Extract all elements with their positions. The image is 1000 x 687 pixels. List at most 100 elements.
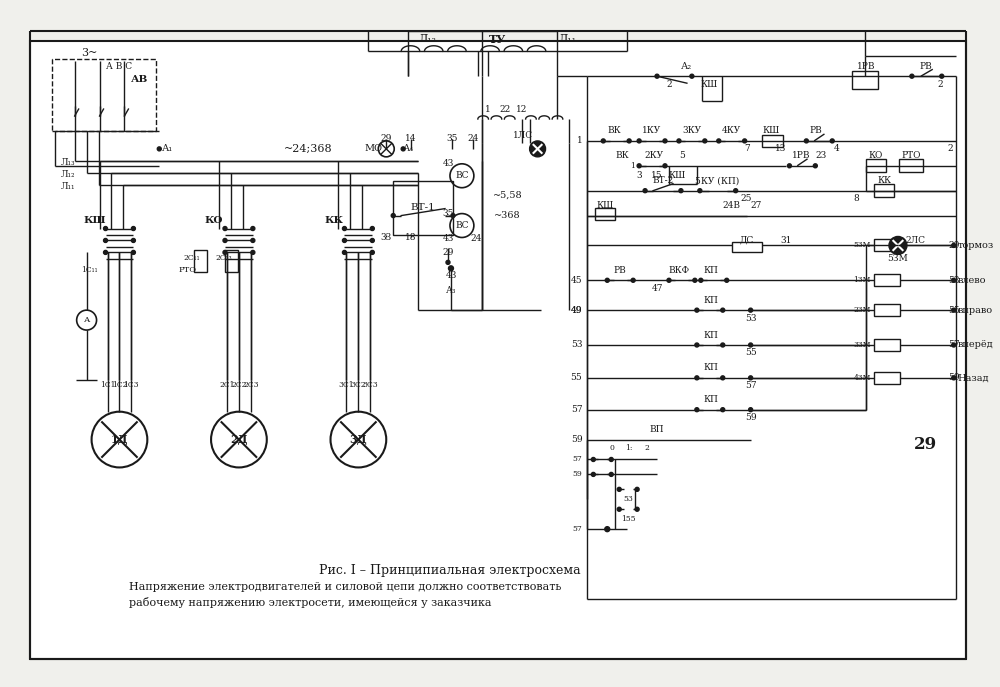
Text: А₄: А₄ [403, 144, 414, 153]
Text: Напряжение электродвигателей и силовой цепи должно соответствовать: Напряжение электродвигателей и силовой ц… [129, 582, 562, 592]
Text: тормоз: тормоз [958, 241, 994, 250]
Circle shape [889, 236, 907, 254]
Circle shape [695, 376, 699, 380]
Circle shape [703, 139, 707, 143]
Text: 2ЛС: 2ЛС [906, 236, 926, 245]
Text: 29: 29 [948, 241, 959, 250]
Text: 35: 35 [442, 209, 454, 218]
Circle shape [627, 139, 631, 143]
Text: КК: КК [324, 216, 343, 225]
Text: 3С1: 3С1 [339, 381, 354, 389]
Circle shape [679, 189, 683, 192]
Text: 13: 13 [775, 144, 786, 153]
Text: Л₁₁: Л₁₁ [60, 182, 75, 191]
Text: 31: 31 [781, 236, 792, 245]
Circle shape [591, 458, 595, 462]
Text: 53: 53 [745, 313, 756, 323]
Circle shape [830, 139, 834, 143]
Text: 1Д: 1Д [111, 434, 128, 445]
Circle shape [446, 260, 450, 264]
Circle shape [952, 376, 956, 380]
Text: КК: КК [877, 177, 891, 185]
Text: 2: 2 [645, 444, 650, 451]
Bar [874, 339, 900, 351]
Text: 1С3: 1С3 [124, 381, 139, 389]
Circle shape [749, 376, 753, 380]
Text: Л₁₁: Л₁₁ [558, 34, 576, 45]
Circle shape [952, 278, 956, 282]
Text: 24: 24 [470, 234, 482, 243]
Text: А₃: А₃ [446, 286, 456, 295]
Text: 2С2: 2С2 [231, 381, 247, 389]
Text: 3~: 3~ [81, 48, 98, 58]
Circle shape [667, 278, 671, 282]
Text: 2: 2 [948, 144, 954, 153]
Circle shape [910, 74, 914, 78]
Text: МО: МО [364, 144, 382, 153]
Text: КО: КО [205, 216, 223, 225]
Text: А В С: А В С [106, 62, 133, 71]
Circle shape [637, 139, 641, 143]
Text: 24: 24 [467, 135, 479, 144]
Bar [732, 243, 762, 252]
Circle shape [749, 308, 753, 312]
Text: влево: влево [958, 275, 986, 285]
Circle shape [617, 507, 621, 511]
Circle shape [448, 266, 453, 271]
Text: АВ: АВ [131, 75, 148, 84]
Circle shape [717, 139, 721, 143]
Text: 24В: 24В [723, 201, 741, 210]
Text: 2ЗМ: 2ЗМ [853, 306, 871, 314]
Text: рабочему напряжению электросети, имеющейся у заказчика: рабочему напряжению электросети, имеющей… [129, 597, 492, 608]
Text: 23: 23 [816, 151, 827, 160]
Text: 57: 57 [573, 525, 582, 533]
Circle shape [223, 238, 227, 243]
Text: 2С₁₁: 2С₁₁ [184, 254, 200, 262]
Text: РВ: РВ [614, 266, 627, 275]
Text: 4КУ: 4КУ [722, 126, 741, 135]
Text: А₂: А₂ [681, 62, 692, 71]
Circle shape [699, 278, 703, 282]
Circle shape [677, 139, 681, 143]
Text: 4: 4 [833, 144, 839, 153]
Circle shape [104, 227, 108, 231]
Text: 2С1: 2С1 [219, 381, 235, 389]
Text: 1КУ: 1КУ [642, 126, 662, 135]
Text: 1С₁₁: 1С₁₁ [81, 267, 98, 274]
Text: 2КУ: 2КУ [644, 151, 664, 160]
Bar [852, 71, 878, 89]
Bar [762, 135, 783, 147]
Text: 1:: 1: [625, 444, 633, 451]
Bar [874, 372, 900, 384]
Circle shape [635, 507, 639, 511]
Text: 3ЗМ: 3ЗМ [853, 341, 871, 349]
Text: 49: 49 [571, 306, 582, 315]
Text: 43: 43 [442, 159, 454, 168]
Circle shape [695, 308, 699, 312]
Text: 59: 59 [745, 413, 756, 423]
Circle shape [609, 473, 613, 476]
Text: 55: 55 [571, 373, 582, 383]
Text: А: А [83, 316, 90, 324]
Circle shape [157, 147, 161, 151]
Circle shape [131, 238, 135, 243]
Text: ВТ-1: ВТ-1 [411, 203, 435, 212]
Text: 5ЗМ: 5ЗМ [888, 254, 908, 263]
Bar [225, 251, 238, 272]
Text: 57: 57 [571, 405, 582, 414]
Text: 14: 14 [405, 135, 417, 144]
Text: 53: 53 [948, 275, 959, 285]
Text: ВКФ: ВКФ [668, 266, 690, 275]
Circle shape [787, 164, 791, 168]
Circle shape [131, 251, 135, 254]
Text: КШ: КШ [700, 80, 717, 89]
Text: 59: 59 [571, 435, 582, 444]
Circle shape [223, 227, 227, 231]
Text: КП: КП [703, 363, 718, 372]
Text: КШ: КШ [83, 216, 106, 225]
Text: 57: 57 [745, 381, 756, 390]
Text: 5: 5 [679, 151, 685, 160]
Text: ВК: ВК [607, 126, 621, 135]
Text: 1: 1 [485, 104, 491, 113]
Text: 2С₁₃: 2С₁₃ [216, 254, 232, 262]
